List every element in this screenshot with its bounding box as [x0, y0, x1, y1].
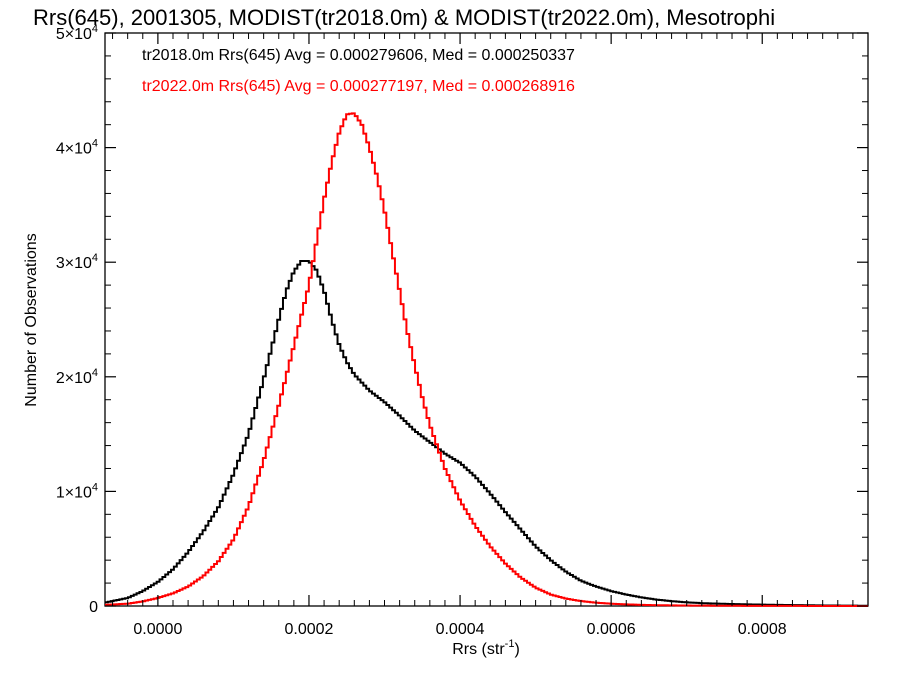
x-tick-label: 0.0000 [133, 621, 182, 638]
x-tick-label: 0.0006 [587, 621, 636, 638]
y-tick-label: 0 [89, 599, 98, 616]
x-axis-label-main: Rrs (str [452, 641, 505, 658]
x-axis-label-sup: -1 [505, 638, 515, 650]
series-annotation-tr2022: tr2022.0m Rrs(645) Avg = 0.000277197, Me… [142, 78, 575, 95]
y-tick-label: 1×104 [56, 481, 98, 501]
chart-title: Rrs(645), 2001305, MODIST(tr2018.0m) & M… [33, 5, 775, 30]
x-axis-label-suffix: ) [514, 641, 519, 658]
plot-frame [104, 32, 869, 607]
y-tick-label: 5×104 [56, 23, 98, 43]
x-tick-label: 0.0008 [738, 621, 787, 638]
series-annotation-tr2018: tr2018.0m Rrs(645) Avg = 0.000279606, Me… [142, 47, 575, 64]
y-tick-label: 3×104 [56, 252, 98, 272]
series-line-1 [105, 112, 868, 607]
y-tick-label: 4×104 [56, 138, 98, 158]
x-axis-label: Rrs (str-1) [452, 638, 520, 658]
y-tick-label: 2×104 [56, 367, 98, 387]
y-axis-label: Number of Observations [23, 233, 40, 406]
plot-area [104, 32, 869, 607]
series-layer [105, 112, 868, 607]
x-tick-label: 0.0002 [285, 621, 334, 638]
axes-layer: 0.0000 0.0002 0.0004 0.0006 0.0008 0 1×104 2×10… [56, 23, 868, 638]
series-line-0 [105, 260, 868, 607]
x-tick-label: 0.0004 [436, 621, 485, 638]
